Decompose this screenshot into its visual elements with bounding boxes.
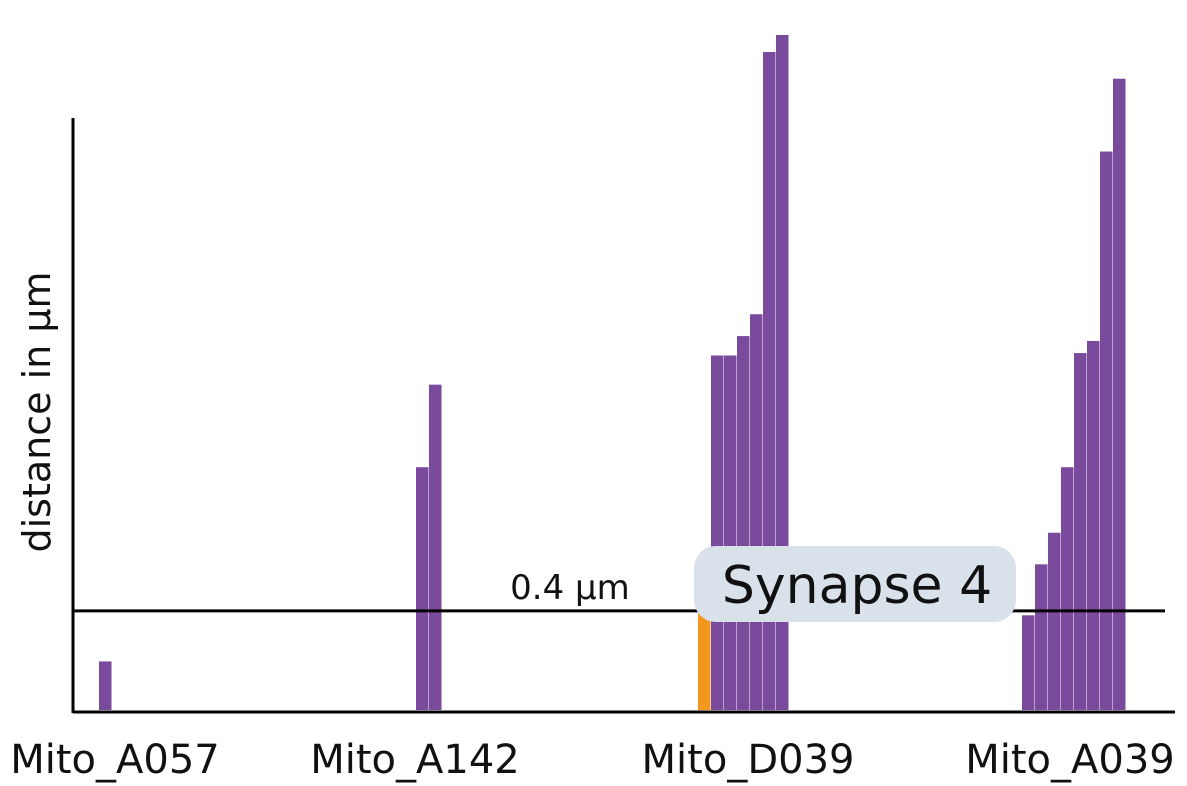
bar-mito-a039-5	[1074, 353, 1087, 710]
bar-mito-d039-1	[698, 612, 711, 710]
bar-mito-a142-2	[429, 384, 442, 710]
bar-mito-a039-2	[1035, 564, 1048, 710]
bar-mito-a039-3	[1048, 532, 1061, 710]
callout-box	[694, 546, 1016, 622]
x-tick-label: Mito_A142	[310, 737, 520, 783]
bar-mito-a039-6	[1087, 340, 1100, 710]
bar-mito-a057-1	[99, 661, 112, 710]
x-tick-label: Mito_A057	[10, 737, 220, 783]
bar-mito-d039-3	[724, 355, 737, 710]
reference-line-label: 0.4 µm	[510, 568, 630, 608]
x-tick-label: Mito_A039	[965, 737, 1175, 783]
bar-mito-d039-4	[737, 336, 750, 710]
x-tick-label: Mito_D039	[642, 737, 855, 783]
bar-mito-a039-4	[1061, 467, 1074, 710]
callout-text: Synapse 4	[722, 556, 992, 616]
bar-mito-d039-2	[711, 355, 724, 710]
bar-mito-a142-1	[416, 467, 429, 710]
bar-mito-a039-1	[1022, 615, 1035, 710]
bar-mito-d039-6	[763, 51, 776, 711]
bar-mito-d039-5	[750, 314, 763, 710]
y-axis-title: distance in µm	[15, 271, 59, 552]
bar-mito-d039-7	[776, 35, 789, 710]
annotation-callout: Synapse 4	[694, 546, 1016, 622]
bar-mito-a039-8	[1113, 78, 1126, 711]
bar-mito-a039-7	[1100, 151, 1113, 711]
x-tick-labels: Mito_A057 Mito_A142 Mito_D039 Mito_A039	[10, 737, 1175, 783]
